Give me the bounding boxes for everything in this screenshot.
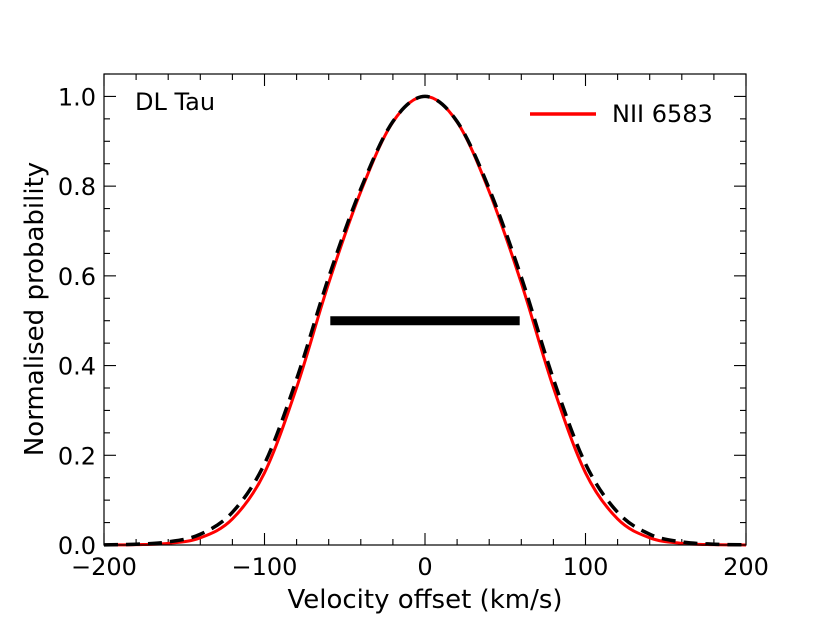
x-tick-label: 100: [563, 553, 609, 581]
legend-label-nii-6583: NII 6583: [612, 100, 713, 128]
legend: NII 6583: [530, 100, 713, 128]
plot-frame: [103, 73, 747, 546]
plot-lines: [103, 94, 747, 547]
y-axis-label: Normalised probability: [20, 162, 50, 456]
model-curve-dashed: [103, 94, 747, 547]
y-tick-label: 0.6: [58, 263, 96, 291]
tick-marks: [103, 73, 747, 546]
x-axis-label: Velocity offset (km/s): [287, 585, 562, 615]
y-tick-labels: 0.0 0.2 0.4 0.6 0.8 1.0: [58, 83, 96, 560]
x-tick-label: −100: [232, 553, 298, 581]
x-tick-label: 200: [723, 553, 769, 581]
x-tick-label: 0: [417, 553, 432, 581]
y-tick-label: 0.2: [58, 442, 96, 470]
y-tick-label: 0.8: [58, 173, 96, 201]
y-tick-label: 1.0: [58, 83, 96, 111]
y-tick-label: 0.0: [58, 532, 96, 560]
x-tick-labels: −200 −100 0 100 200: [71, 553, 769, 581]
annotation-label: DL Tau: [135, 88, 215, 116]
x-tick-label: −200: [71, 553, 137, 581]
y-tick-label: 0.4: [58, 353, 96, 381]
